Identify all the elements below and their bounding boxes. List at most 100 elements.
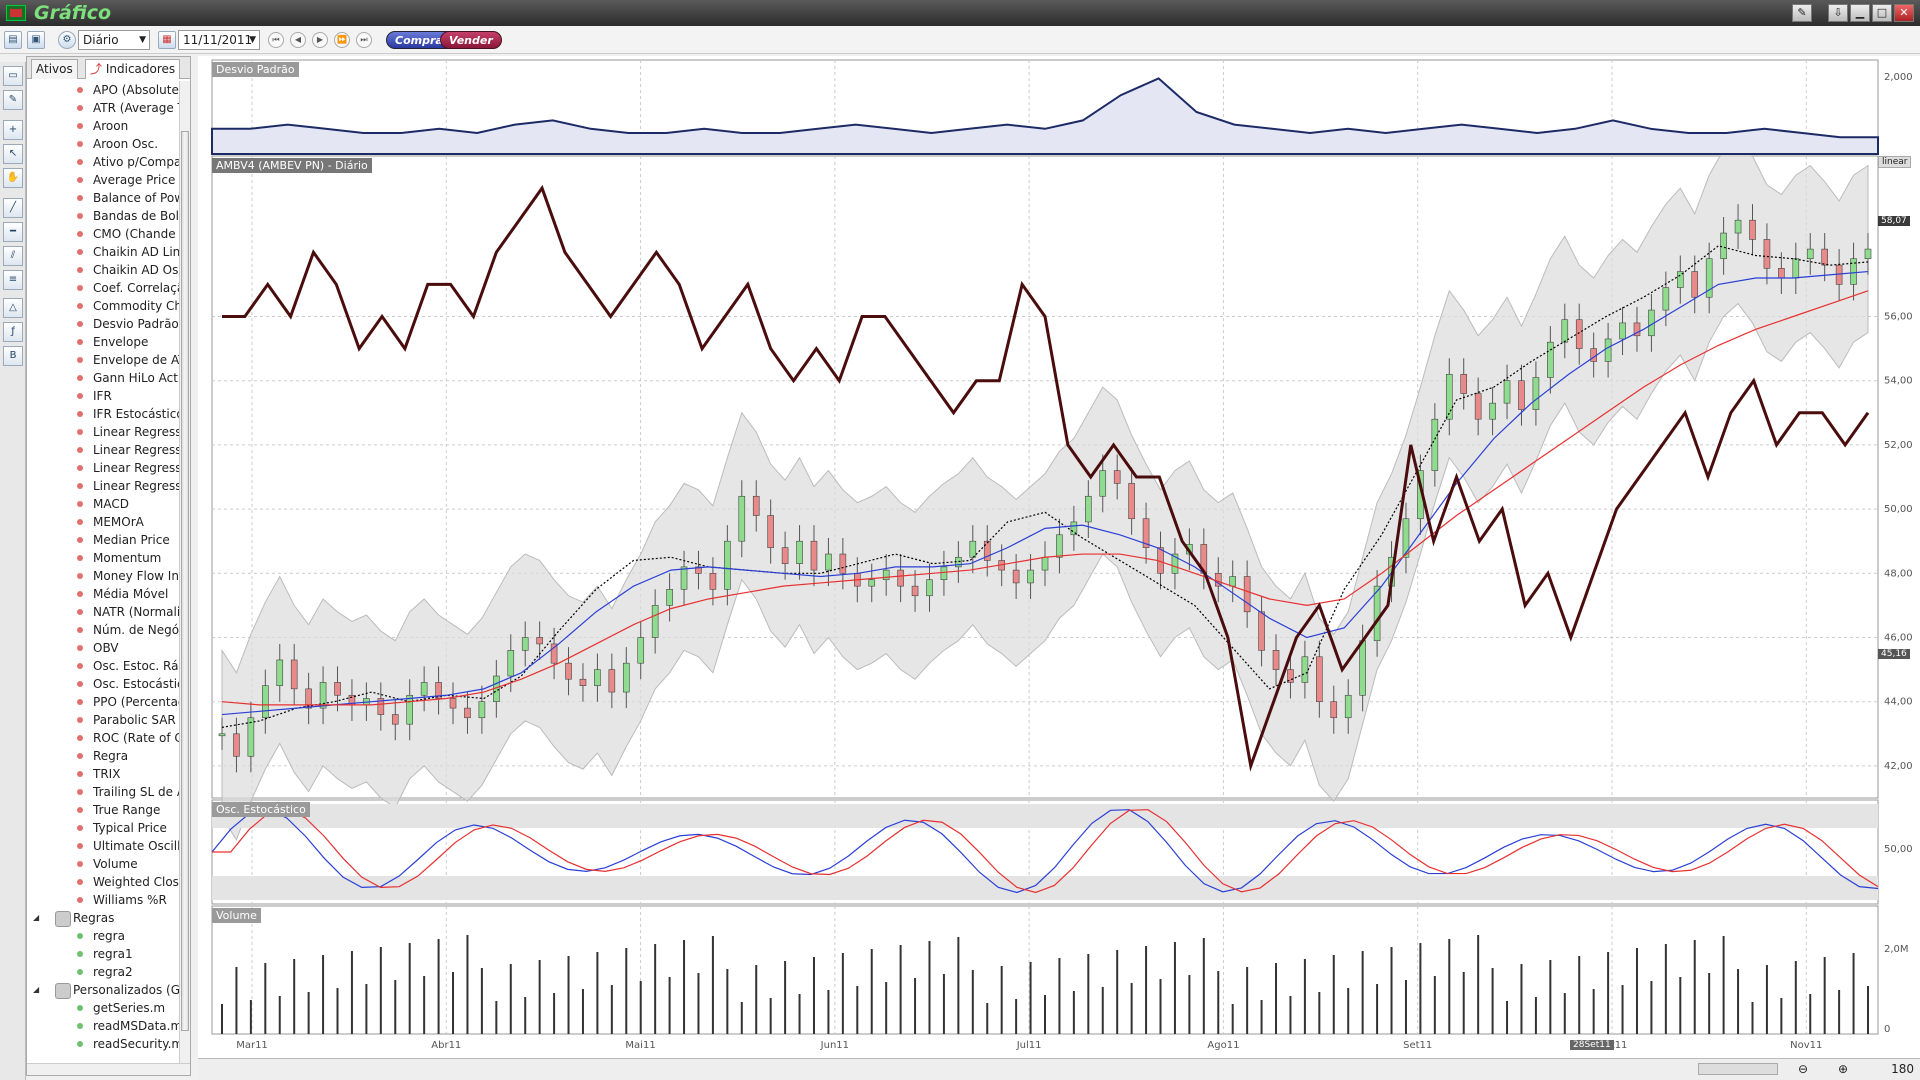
indicator-item[interactable]: ATR (Average T [27, 99, 179, 117]
maximize-icon[interactable]: □ [1872, 4, 1892, 22]
indicator-item[interactable]: Aroon [27, 117, 179, 135]
indicator-item[interactable]: MEMOrA [27, 513, 179, 531]
indicator-item[interactable]: OBV [27, 639, 179, 657]
item-label: readSecurity.m [93, 1037, 179, 1051]
indicator-item[interactable]: ROC (Rate of Cl [27, 729, 179, 747]
chart-scrollbar[interactable] [1698, 1063, 1778, 1075]
previous-icon[interactable]: ◀ [290, 32, 306, 48]
restore-icon[interactable]: ⇩ [1828, 4, 1848, 22]
indicator-item[interactable]: Envelope de AT [27, 351, 179, 369]
indicator-item[interactable]: Linear Regressi [27, 423, 179, 441]
indicator-item[interactable]: Gann HiLo Acti [27, 369, 179, 387]
edit-icon[interactable]: ✎ [3, 90, 23, 110]
horizontal-line-icon[interactable]: ━ [3, 222, 23, 242]
indicator-item[interactable]: Chaikin AD Line [27, 243, 179, 261]
tree-item[interactable]: regra2 [27, 963, 179, 981]
indicator-item[interactable]: Balance of Pow [27, 189, 179, 207]
fibonacci-icon[interactable]: ≡ [3, 270, 23, 290]
settings-icon[interactable]: ⚙ [58, 31, 76, 49]
tree-item[interactable]: readSecurity.m [27, 1035, 179, 1053]
zoom-out-icon[interactable]: ⊖ [1798, 1062, 1809, 1076]
indicator-item[interactable]: Weighted Close [27, 873, 179, 891]
pointer-icon[interactable]: ↖ [3, 144, 23, 164]
indicator-label: Aroon [93, 119, 129, 133]
indicator-item[interactable]: Ativo p/Compa [27, 153, 179, 171]
save-icon[interactable]: ▣ [27, 31, 45, 49]
scrollbar-thumb[interactable] [181, 131, 189, 1031]
indicator-item[interactable]: MACD [27, 495, 179, 513]
period-select[interactable]: Diário ▼ [78, 30, 150, 50]
tree-item[interactable]: regra1 [27, 945, 179, 963]
indicator-item[interactable]: Money Flow Inc [27, 567, 179, 585]
indicator-item[interactable]: Volume [27, 855, 179, 873]
minimize-icon[interactable]: ▁ [1850, 4, 1870, 22]
shape-icon[interactable]: △ [3, 298, 23, 318]
scale-mode-label[interactable]: linear [1878, 156, 1912, 168]
indicator-item[interactable]: Chaikin AD Osc [27, 261, 179, 279]
line-tool-icon[interactable]: ╱ [3, 198, 23, 218]
last-icon[interactable]: ⏭ [356, 32, 372, 48]
first-icon[interactable]: ⏮ [268, 32, 284, 48]
indicator-item[interactable]: Osc. Estoc. Ráp [27, 657, 179, 675]
indicator-item[interactable]: Linear Regressi [27, 477, 179, 495]
indicator-item[interactable]: PPO (Percentag [27, 693, 179, 711]
horizontal-scrollbar[interactable] [27, 1063, 190, 1075]
indicator-item[interactable]: IFR Estocástico [27, 405, 179, 423]
indicator-item[interactable]: Parabolic SAR [27, 711, 179, 729]
tree-group[interactable]: ◢ Personalizados (GN [27, 981, 179, 999]
indicator-item[interactable]: Coef. Correlaçã [27, 279, 179, 297]
tab-indicadores[interactable]: ⤴ Indicadores [85, 59, 181, 79]
buy-button[interactable]: Comprar [386, 31, 458, 49]
calendar-icon[interactable]: ▦ [158, 31, 176, 49]
indicator-item[interactable]: Median Price [27, 531, 179, 549]
close-icon[interactable]: ✕ [1894, 4, 1914, 22]
indicator-item[interactable]: Trailing SL de A [27, 783, 179, 801]
indicator-item[interactable]: Typical Price [27, 819, 179, 837]
indicator-item[interactable]: Williams %R [27, 891, 179, 909]
indicator-item[interactable]: True Range [27, 801, 179, 819]
zoom-in-icon[interactable]: ⊕ [1838, 1062, 1849, 1076]
indicator-item[interactable]: Média Móvel [27, 585, 179, 603]
indicator-item[interactable]: Núm. de Negóc [27, 621, 179, 639]
hand-icon[interactable]: ✋ [3, 168, 23, 188]
vertical-scrollbar[interactable] [179, 81, 190, 1066]
tab-ativos[interactable]: Ativos [31, 59, 78, 79]
indicator-item[interactable]: IFR [27, 387, 179, 405]
indicator-item[interactable]: Average Price [27, 171, 179, 189]
indicator-item[interactable]: CMO (Chande I [27, 225, 179, 243]
tree-item[interactable]: getSeries.m [27, 999, 179, 1017]
indicator-item[interactable]: Linear Regressi [27, 441, 179, 459]
collapse-icon[interactable]: ◢ [33, 985, 40, 994]
indicator-item[interactable]: Regra [27, 747, 179, 765]
pencil-icon[interactable]: ✎ [1792, 4, 1812, 22]
indicator-item[interactable]: Momentum [27, 549, 179, 567]
indicator-item[interactable]: Commodity Ch [27, 297, 179, 315]
crosshair-icon[interactable]: + [3, 120, 23, 140]
date-field[interactable]: 11/11/2011 ▼ [178, 30, 260, 50]
indicator-item[interactable]: Desvio Padrão [27, 315, 179, 333]
indicator-item[interactable]: APO (Absolute [27, 81, 179, 99]
channel-icon[interactable]: ⫽ [3, 246, 23, 266]
chart-area[interactable]: Mar11Abr11Mai11Jun11Jul11Ago11Set11Out11… [198, 56, 1920, 1080]
fast-forward-icon[interactable]: ⏩ [334, 32, 350, 48]
chart-canvas[interactable]: Mar11Abr11Mai11Jun11Jul11Ago11Set11Out11… [198, 56, 1920, 1056]
indicator-item[interactable]: Bandas de Bolli [27, 207, 179, 225]
indicator-item[interactable]: Linear Regressi [27, 459, 179, 477]
indicator-item[interactable]: Ultimate Oscilla [27, 837, 179, 855]
function-icon[interactable]: ƒ [3, 322, 23, 342]
tree-item[interactable]: regra [27, 927, 179, 945]
collapse-icon[interactable]: ◢ [33, 913, 40, 922]
text-icon[interactable]: B [3, 346, 23, 366]
open-folder-icon[interactable]: ▤ [4, 31, 22, 49]
indicator-item[interactable]: NATR (Normali [27, 603, 179, 621]
next-icon[interactable]: ▶ [312, 32, 328, 48]
tree-item[interactable]: readMSData.m [27, 1017, 179, 1035]
indicator-item[interactable]: Envelope [27, 333, 179, 351]
indicator-item[interactable]: Osc. Estocástic [27, 675, 179, 693]
candle [1691, 271, 1699, 298]
sell-button[interactable]: Vender [440, 31, 502, 49]
indicator-item[interactable]: TRIX [27, 765, 179, 783]
panel-icon[interactable]: ▭ [3, 66, 23, 86]
indicator-item[interactable]: Aroon Osc. [27, 135, 179, 153]
tree-group[interactable]: ◢ Regras [27, 909, 179, 927]
